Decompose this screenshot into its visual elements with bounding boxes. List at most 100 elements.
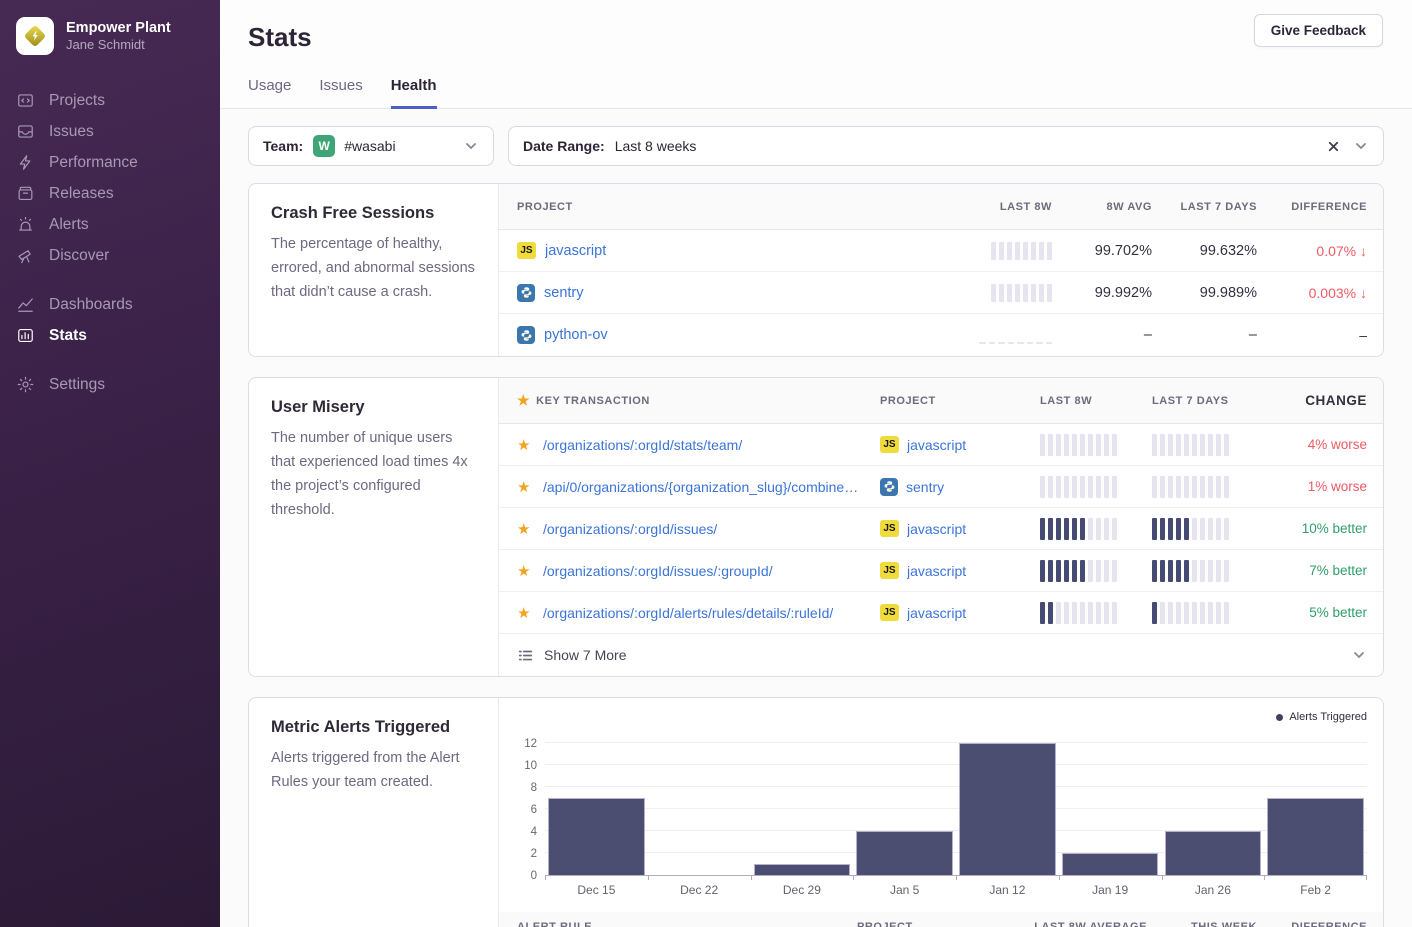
- org-name: Empower Plant: [66, 19, 171, 37]
- sidebar-item-discover[interactable]: Discover: [0, 240, 220, 271]
- user-misery-description: User Misery The number of unique users t…: [249, 378, 499, 676]
- last-7d-value: 99.632%: [1152, 243, 1257, 259]
- sidebar-item-issues[interactable]: Issues: [0, 116, 220, 147]
- project-link[interactable]: javascript: [907, 563, 966, 579]
- project-link[interactable]: sentry: [906, 479, 944, 495]
- sidebar-item-dashboards[interactable]: Dashboards: [0, 289, 220, 320]
- sidebar-item-alerts[interactable]: Alerts: [0, 209, 220, 240]
- panel-description: The percentage of healthy, errored, and …: [271, 233, 476, 305]
- key-transaction-star-icon[interactable]: ★: [517, 562, 537, 580]
- date-range-label: Date Range:: [523, 138, 605, 154]
- table-row: sentry 99.992% 99.989% 0.003% ↓: [499, 272, 1383, 314]
- transaction-link[interactable]: /organizations/:orgId/issues/:groupId/: [543, 563, 773, 579]
- team-label: Team:: [263, 138, 303, 154]
- column-last7days: Last 7 Days: [1152, 395, 1264, 407]
- sidebar: Empower Plant Jane Schmidt Projects Issu…: [0, 0, 220, 927]
- sparkline: [1040, 476, 1152, 498]
- column-project: Project: [517, 201, 942, 213]
- column-alert-rule: Alert Rule: [517, 921, 857, 927]
- column-last8w: Last 8W: [1040, 395, 1152, 407]
- sidebar-item-settings[interactable]: Settings: [0, 369, 220, 400]
- change-value: 10% better: [1264, 521, 1367, 536]
- table-row: ★ /api/0/organizations/{organization_slu…: [499, 466, 1383, 508]
- platform-icon: JS: [880, 520, 899, 537]
- show-more-label: Show 7 More: [544, 647, 626, 663]
- tab-usage[interactable]: Usage: [248, 77, 291, 109]
- tab-health[interactable]: Health: [391, 77, 437, 109]
- difference-value: –: [1257, 327, 1367, 343]
- chevron-down-icon[interactable]: [463, 138, 479, 154]
- key-transaction-star-icon[interactable]: ★: [517, 604, 537, 622]
- key-transaction-star-icon[interactable]: ★: [517, 520, 537, 538]
- table-header: Project Last 8W 8W Avg Last 7 Days Diffe…: [499, 184, 1383, 230]
- chevron-down-icon[interactable]: [1353, 138, 1369, 154]
- table-row: ★ /organizations/:orgId/issues/:groupId/…: [499, 550, 1383, 592]
- org-switcher[interactable]: Empower Plant Jane Schmidt: [0, 0, 220, 55]
- project-link[interactable]: javascript: [907, 521, 966, 537]
- clear-icon[interactable]: [1326, 139, 1341, 154]
- sparkline: [1040, 560, 1152, 582]
- transaction-link[interactable]: /organizations/:orgId/issues/: [543, 521, 717, 537]
- user-misery-panel: User Misery The number of unique users t…: [248, 377, 1384, 677]
- sidebar-nav: Projects Issues Performance Releases Ale…: [0, 85, 220, 400]
- metric-alerts-chart-area: Alerts Triggered 024681012 Dec 15Dec 22D…: [499, 698, 1383, 927]
- project-link[interactable]: javascript: [907, 437, 966, 453]
- sidebar-item-label: Stats: [49, 327, 87, 345]
- project-link[interactable]: sentry: [544, 285, 584, 301]
- panel-description: Alerts triggered from the Alert Rules yo…: [271, 747, 476, 795]
- show-more-button[interactable]: Show 7 More: [499, 634, 1383, 676]
- change-value: 4% worse: [1264, 437, 1367, 452]
- avg-8w-value: 99.702%: [1052, 243, 1152, 259]
- sidebar-item-releases[interactable]: Releases: [0, 178, 220, 209]
- sidebar-item-projects[interactable]: Projects: [0, 85, 220, 116]
- team-selector[interactable]: Team: W #wasabi: [248, 126, 494, 166]
- releases-icon: [16, 184, 35, 203]
- change-value: 5% better: [1264, 605, 1367, 620]
- page-header: Stats Give Feedback Usage Issues Health: [220, 0, 1412, 109]
- give-feedback-button[interactable]: Give Feedback: [1254, 14, 1383, 47]
- panel-description: The number of unique users that experien…: [271, 427, 476, 523]
- sidebar-item-stats[interactable]: Stats: [0, 320, 220, 351]
- transaction-link[interactable]: /organizations/:orgId/stats/team/: [543, 437, 742, 453]
- sparkline: [1152, 560, 1264, 582]
- project-link[interactable]: python-ov: [544, 327, 608, 343]
- last-7d-value: –: [1152, 327, 1257, 343]
- panel-title: User Misery: [271, 398, 476, 417]
- team-value: #wasabi: [344, 138, 395, 154]
- tab-issues[interactable]: Issues: [319, 77, 362, 109]
- sidebar-item-performance[interactable]: Performance: [0, 147, 220, 178]
- alert-rules-table-header: Alert Rule Project Last 8W Average This …: [499, 912, 1383, 927]
- transaction-link[interactable]: /organizations/:orgId/alerts/rules/detai…: [543, 605, 833, 621]
- table-row: python-ov – – –: [499, 314, 1383, 356]
- change-value: 1% worse: [1264, 479, 1367, 494]
- platform-icon: JS: [880, 436, 899, 453]
- projects-icon: [16, 91, 35, 110]
- column-key-transaction: Key Transaction: [536, 395, 880, 407]
- panel-title: Metric Alerts Triggered: [271, 718, 476, 737]
- transaction-link[interactable]: /api/0/organizations/{organization_slug}…: [543, 479, 858, 495]
- sidebar-item-label: Settings: [49, 376, 105, 394]
- discover-icon: [16, 246, 35, 265]
- platform-icon: JS: [880, 562, 899, 579]
- platform-icon: JS: [517, 242, 536, 259]
- alerts-chart-yaxis: 024681012: [503, 728, 537, 875]
- last-7d-value: 99.989%: [1152, 285, 1257, 301]
- sparkline: [1040, 434, 1152, 456]
- sidebar-item-label: Alerts: [49, 216, 89, 234]
- date-range-selector[interactable]: Date Range: Last 8 weeks: [508, 126, 1384, 166]
- column-change: Change: [1264, 393, 1367, 408]
- key-transaction-star-icon[interactable]: ★: [517, 478, 537, 496]
- sidebar-item-label: Discover: [49, 247, 109, 265]
- star-icon: ★: [517, 392, 530, 409]
- key-transaction-star-icon[interactable]: ★: [517, 436, 537, 454]
- stats-icon: [16, 326, 35, 345]
- project-link[interactable]: javascript: [907, 605, 966, 621]
- performance-icon: [16, 153, 35, 172]
- column-project: Project: [857, 921, 977, 927]
- sparkline: [979, 326, 1052, 344]
- alerts-chart-plot: 024681012: [545, 728, 1367, 876]
- project-link[interactable]: javascript: [545, 243, 606, 259]
- difference-value: 0.07% ↓: [1257, 243, 1367, 259]
- sidebar-item-label: Issues: [49, 123, 94, 141]
- chevron-down-icon[interactable]: [1351, 647, 1367, 663]
